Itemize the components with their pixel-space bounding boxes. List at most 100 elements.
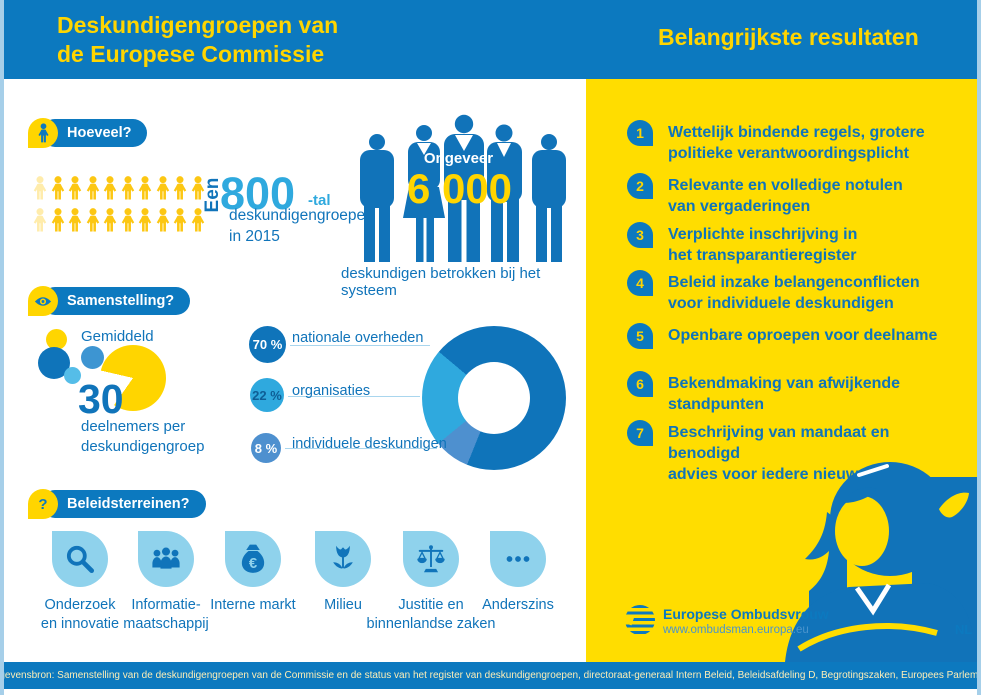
hoeveel-section-badge: Hoeveel? [28, 118, 148, 148]
beleidsterreinen-section-badge: Beleidsterreinen? ? [28, 489, 206, 519]
legend-connector [288, 396, 420, 397]
result-number-badge: 6 [627, 371, 653, 397]
area-label: Anderszins [453, 596, 583, 615]
person-icon [102, 174, 118, 202]
ellipsis-icon [490, 531, 546, 587]
person-icon [50, 206, 66, 234]
area-label: Informatie- maatschappij [101, 596, 231, 634]
legend-label: individuele deskundigen [292, 436, 447, 452]
pictogram-row-2 [32, 206, 206, 234]
result-item: 1 Wettelijk bindende regels, grotere pol… [627, 120, 962, 164]
ombudsman-name: Europese Ombudsvrouw [663, 606, 829, 622]
result-line: Relevante en volledige notulen [668, 177, 903, 194]
person-icon [85, 206, 101, 234]
result-number-badge: 5 [627, 323, 653, 349]
person-icon [102, 206, 118, 234]
result-item: 5 Openbare oproepen voor deelname [627, 323, 962, 349]
result-item: 4 Beleid inzake belangenconflicten voor … [627, 270, 962, 314]
person-icon [67, 174, 83, 202]
ombudswoman-silhouette-image [785, 462, 977, 662]
person-icon [50, 174, 66, 202]
person-icon [67, 206, 83, 234]
area-onderzoek: Onderzoek en innovatie [15, 531, 145, 634]
legend-connector [290, 345, 430, 346]
experts-caption: deskundigen betrokken bij het systeem [341, 265, 541, 299]
header: Deskundigengroepen van de Europese Commi… [4, 0, 977, 79]
result-text: Verplichte inschrijving in het transpara… [668, 222, 857, 266]
area-label-line1: Onderzoek [44, 597, 116, 613]
page-title-line2: de Europese Commissie [57, 41, 325, 67]
samenstelling-section-badge: Samenstelling? [28, 286, 191, 316]
gemiddeld-label: Gemiddeld [81, 328, 154, 345]
result-number-badge: 2 [627, 173, 653, 199]
legend-label: organisaties [292, 383, 371, 399]
area-label-line1: Anderszins [482, 597, 554, 613]
result-line: Beschrijving van mandaat en benodigd [668, 424, 890, 462]
results-panel: 1 Wettelijk bindende regels, grotere pol… [586, 79, 977, 662]
result-line: voor individuele deskundigen [668, 295, 894, 312]
result-number-badge: 1 [627, 120, 653, 146]
area-label-line1: Informatie- [131, 597, 201, 613]
area-interne-markt: Interne markt [188, 531, 318, 615]
person-icon [120, 174, 136, 202]
ombudsman-logo [625, 605, 655, 635]
pictogram-row-1 [32, 174, 206, 202]
legend-badge: 8 % [251, 433, 281, 463]
page-title-line1: Deskundigengroepen van [57, 12, 339, 38]
result-number-badge: 4 [627, 270, 653, 296]
donut-hole [458, 362, 530, 434]
area-label-line2: en innovatie [40, 616, 120, 632]
person-icon [120, 206, 136, 234]
result-line: Verplichte inschrijving in [668, 226, 858, 243]
area-anderszins: Anderszins [453, 531, 583, 615]
experts-count: 6 000 [406, 165, 513, 212]
result-number-badge: 7 [627, 420, 653, 446]
result-text: Wettelijk bindende regels, grotere polit… [668, 120, 925, 164]
language-code: NL [955, 622, 973, 637]
area-label: Interne markt [188, 596, 318, 615]
bubble-yellow-small [46, 329, 67, 350]
ongeveer-label: Ongeveer [423, 150, 494, 167]
person-icon [32, 174, 48, 202]
person-icon [155, 206, 171, 234]
hoeveel-badge-label: Hoeveel? [41, 119, 148, 147]
tal-suffix: -tal [308, 192, 331, 209]
result-line: het transparantieregister [668, 247, 857, 264]
person-icon [137, 206, 153, 234]
result-item: 3 Verplichte inschrijving in het transpa… [627, 222, 962, 266]
result-line: standpunten [668, 396, 764, 413]
result-line: politieke verantwoordingsplicht [668, 145, 909, 162]
beleidsterreinen-badge-label: Beleidsterreinen? [41, 490, 206, 518]
result-line: Bekendmaking van afwijkende [668, 375, 901, 392]
legend-label: nationale overheden [292, 330, 424, 346]
avg-members-count: 30 [78, 376, 124, 422]
person-icon [155, 174, 171, 202]
avg-desc-line2: deskundigengroep [81, 438, 205, 455]
legend-badge: 70 % [249, 326, 286, 363]
result-item: 6 Bekendmaking van afwijkende standpunte… [627, 371, 962, 415]
groups-description-line1: deskundigengroepen [229, 207, 374, 224]
person-icon [137, 174, 153, 202]
samenstelling-badge-label: Samenstelling? [41, 287, 191, 315]
ombudsman-url[interactable]: www.ombudsman.europa.eu [663, 624, 809, 636]
result-text: Openbare oproepen voor deelname [668, 323, 937, 349]
data-source-text: Gegevensbron: Samenstelling van de desku… [0, 670, 981, 681]
groups-description-line2: in 2015 [229, 228, 280, 245]
flower-icon [315, 531, 371, 587]
bubble-light-blue [64, 367, 81, 384]
area-label-line1: Interne markt [210, 597, 296, 613]
result-line: Openbare oproepen voor deelname [668, 327, 938, 344]
legend-connector [285, 448, 437, 449]
result-line: Beleid inzake belangenconflicten [668, 274, 920, 291]
person-icon [85, 174, 101, 202]
result-number-badge: 3 [627, 222, 653, 248]
area-label: Milieu [278, 596, 408, 615]
person-icon [32, 206, 48, 234]
area-label-line1: Justitie en [398, 597, 464, 613]
area-label: Justitie en binnenlandse zaken [366, 596, 496, 634]
eye-icon [28, 286, 58, 316]
result-text: Relevante en volledige notulen van verga… [668, 173, 903, 217]
result-text: Bekendmaking van afwijkende standpunten [668, 371, 900, 415]
magnifier-icon [52, 531, 108, 587]
